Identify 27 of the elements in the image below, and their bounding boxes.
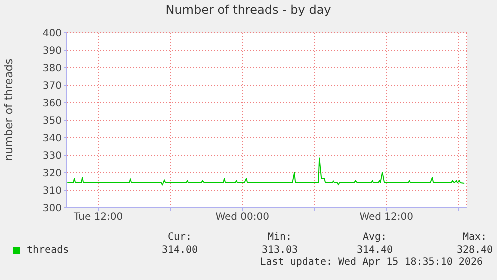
text: Max: <box>462 232 488 243</box>
text: 328.40 <box>456 245 494 256</box>
y-tick-label: 400 <box>42 28 62 40</box>
y-axis-title: number of threads <box>2 58 16 162</box>
text: Last update: Wed Apr 15 18:35:10 2026 <box>260 257 483 268</box>
y-tick-label: 330 <box>42 151 62 162</box>
text: 314.40 <box>356 245 394 256</box>
y-tick-label: 320 <box>42 168 62 180</box>
y-tick-label: 360 <box>42 98 62 110</box>
y-tick-label: 300 <box>42 204 62 215</box>
y-tick-label: 340 <box>42 134 62 145</box>
line-series <box>67 158 466 186</box>
y-tick-label: 370 <box>42 81 62 92</box>
chart-title: Number of threads - by day <box>164 3 332 17</box>
x-tick-label: Tue 12:00 <box>73 212 124 224</box>
y-tick-label: 350 <box>42 116 62 128</box>
x-tick-label: Wed 12:00 <box>360 212 414 224</box>
text: 314.00 <box>160 245 200 256</box>
y-tick-label: 390 <box>42 46 62 58</box>
x-tick-label: Wed 00:00 <box>216 212 270 224</box>
text: Min: <box>266 232 294 243</box>
y-tick-label: 380 <box>42 64 62 75</box>
y-tick-label: 310 <box>42 186 62 198</box>
legend-label: threads <box>27 245 70 256</box>
text: Avg: <box>362 232 388 243</box>
text: Cur: <box>166 232 194 243</box>
text: 313.03 <box>260 245 300 256</box>
